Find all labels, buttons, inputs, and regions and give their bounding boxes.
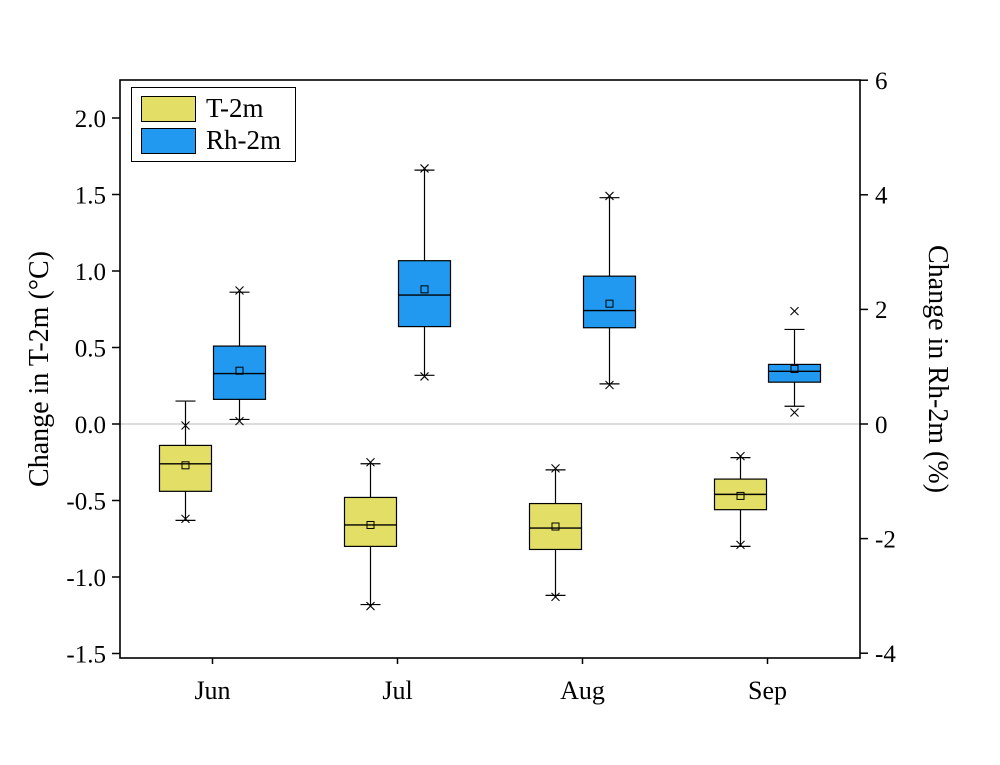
box-Rh-2m-Jun — [212, 345, 267, 400]
right-tick-label: 6 — [875, 68, 888, 95]
left-tick-label: 0.5 — [75, 335, 106, 362]
outlier-x — [605, 191, 614, 201]
x-tick-label: Jul — [382, 676, 412, 705]
mean-marker — [790, 364, 799, 373]
plot-frame — [119, 79, 861, 659]
outlier-x — [736, 451, 745, 461]
box-Rh-2m-Jul — [397, 260, 452, 328]
mean-marker — [235, 366, 244, 375]
outlier-x — [366, 601, 375, 611]
mean-marker — [736, 491, 745, 500]
box-Rh-2m-Aug — [582, 275, 637, 329]
x-tick-label: Sep — [748, 676, 787, 705]
right-tick-label: 2 — [875, 297, 888, 324]
left-tick-label: -1.5 — [66, 641, 106, 668]
right-tick-label: -4 — [875, 641, 896, 668]
legend-item-t2m: T-2m — [141, 95, 281, 122]
legend-swatch-rh2m — [141, 127, 196, 154]
left-tick-label: -1.0 — [66, 565, 106, 592]
mean-marker — [605, 299, 614, 308]
left-tick-label: 2.0 — [75, 106, 106, 133]
left-tick-label: 1.0 — [75, 259, 106, 286]
left-tick-label: 1.5 — [75, 182, 106, 209]
outlier-x — [790, 408, 799, 417]
x-tick-label: Jun — [194, 676, 230, 705]
left-tick-label: 0.0 — [75, 412, 106, 439]
outlier-x — [420, 372, 429, 381]
box-T-2m-Aug — [528, 502, 583, 551]
legend-item-rh2m: Rh-2m — [141, 127, 281, 154]
outlier-x — [605, 380, 614, 390]
right-axis-title: Change in Rh-2m (%) — [922, 244, 953, 494]
outlier-x — [366, 457, 375, 467]
right-tick-label: 0 — [875, 412, 888, 439]
box-T-2m-Jul — [343, 496, 398, 548]
outlier-x — [235, 416, 244, 426]
outlier-x — [181, 421, 190, 430]
outlier-x — [551, 463, 560, 473]
left-tick-label: -0.5 — [66, 488, 106, 515]
right-tick-label: -2 — [875, 526, 896, 553]
legend-label-t2m: T-2m — [206, 93, 264, 123]
outlier-x — [235, 286, 244, 295]
mean-marker — [551, 522, 560, 531]
outlier-x — [420, 164, 429, 173]
right-tick-label: 4 — [875, 183, 888, 210]
outlier-x — [551, 592, 560, 602]
mean-marker — [420, 285, 429, 294]
left-axis-title: Change in T-2m (°C) — [24, 251, 55, 487]
legend-swatch-t2m — [141, 95, 196, 122]
legend: T-2m Rh-2m — [131, 87, 297, 162]
outlier-x — [790, 306, 799, 316]
mean-marker — [181, 461, 190, 470]
box-Rh-2m-Sep — [767, 363, 822, 383]
mean-marker — [366, 520, 375, 529]
outlier-x — [181, 514, 190, 524]
legend-label-rh2m: Rh-2m — [206, 125, 282, 155]
outlier-x — [736, 540, 745, 550]
x-tick-label: Aug — [560, 676, 605, 705]
